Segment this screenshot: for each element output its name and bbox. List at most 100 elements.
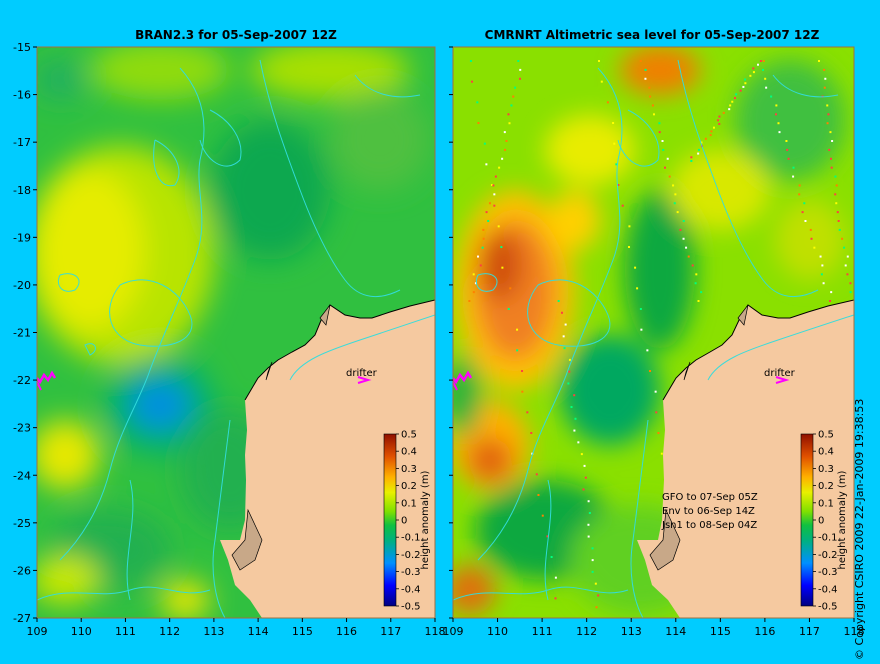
satellite-dot [729,104,732,107]
satellite-dot [801,211,804,214]
lat-tick-label: -23 [13,422,31,435]
colorbar-tick-label: -0.4 [401,584,421,595]
satellite-dot [742,85,745,88]
satellite-dot [591,547,594,550]
satellite-dot [550,556,553,558]
satellite-dot [577,441,580,444]
satellite-dot [504,148,507,151]
satellite-dot [844,264,847,267]
lon-tick-label: 114 [665,625,686,638]
satellite-dot [739,89,742,92]
satellite-dot [792,175,795,178]
satellite-dot [810,237,813,240]
right-colorbar: height anomaly (m) 0.5 0.4 0.3 0.2 0.1 0 -0.1 -… [800,430,848,613]
colorbar-tick-label: 0 [401,516,407,527]
satellite-dot [731,100,734,103]
satellite-dot [582,488,585,491]
satellite-dot [682,237,685,240]
satellite-dot [846,273,849,276]
satellite-dot [562,335,565,338]
satellite-dot [662,148,665,151]
satellite-dot [479,264,482,267]
satellite-dot [787,157,790,160]
right-landmass [637,300,854,618]
lon-tick-label: 117 [380,625,401,638]
satellite-dot [718,115,721,118]
lat-tick-label: -25 [13,517,31,530]
satellite-dot [487,220,490,222]
satellite-dot [733,97,736,100]
right-anomaly-field: drifter GFO to 07-Sep 05Z Env to 06-Sep … [453,47,854,618]
satellite-dot [658,131,661,134]
satellite-dot [477,122,480,124]
satellite-dot [485,163,488,166]
satellite-dot [649,370,652,372]
satellite-dot [826,122,829,125]
satellite-dot [615,163,618,166]
satellite-dot [537,494,540,496]
lat-tick-label: -21 [13,327,31,340]
lon-tick-label: 111 [532,625,553,638]
satellite-dot [834,175,837,178]
satellite-dot [838,228,841,231]
satellite-dot [829,157,832,160]
satellite-dot [674,193,677,196]
satellite-dot [655,411,658,414]
satellite-dot [497,225,500,228]
satellite-dot [835,184,838,187]
satellite-dot [488,202,491,205]
satellite-dot [841,237,844,240]
satellite-dot [639,60,642,62]
satellite-dot [718,122,721,125]
colorbar-tick-label: -0.1 [401,533,421,544]
satellite-dot [501,266,504,269]
right-colorbar-label: height anomaly (m) [837,470,848,569]
satellite-dot [710,130,713,133]
lon-tick-label: 112 [576,625,597,638]
left-drifter-label: drifter [346,368,378,379]
satellite-dot [849,291,852,294]
satellite-note-env: Env to 06-Sep 14Z [662,506,755,517]
satellite-dot [485,211,488,214]
left-drifter-track [37,370,57,385]
satellite-dot [583,464,586,467]
satellite-dot [639,308,642,310]
satellite-dot [554,576,557,579]
satellite-dot [649,95,652,98]
satellite-dot [597,594,600,597]
satellite-dot [823,86,826,89]
satellite-dot [508,122,511,125]
satellite-dot [691,264,694,267]
lon-tick-label: 118 [844,625,865,638]
lon-tick-label: 116 [754,625,775,638]
left-contours [37,59,435,618]
left-axes: -15-16-17-18-19-20-21-22-23-24-25-26-271… [13,41,445,638]
satellite-dot [830,291,833,294]
satellite-dot [694,282,697,285]
lon-tick-label: 113 [203,625,224,638]
satellite-dot [644,68,647,71]
satellite-dot [587,500,590,503]
satellite-dot [519,77,522,80]
satellite-dot [829,300,832,302]
lon-tick-label: 110 [71,625,92,638]
satellite-dot [770,95,773,98]
satellite-dot [494,175,497,178]
lat-tick-label: -15 [13,41,31,54]
satellite-dot [798,184,801,187]
lon-tick-label: 112 [159,625,180,638]
satellite-dot [628,225,631,228]
satellite-dot [509,287,512,290]
lon-tick-label: 116 [336,625,357,638]
satellite-dot [676,211,679,214]
lon-tick-label: 109 [443,625,464,638]
satellite-dot [690,156,693,159]
colorbar-tick-label: -0.4 [818,584,838,595]
colorbar-tick-label: 0.3 [401,464,417,475]
satellite-dot [809,228,812,231]
satellite-dot [644,77,647,80]
satellite-dot [712,126,715,129]
colorbar-tick-label: -0.5 [401,602,421,613]
satellite-dot [672,184,675,187]
satellite-dot [617,184,620,186]
